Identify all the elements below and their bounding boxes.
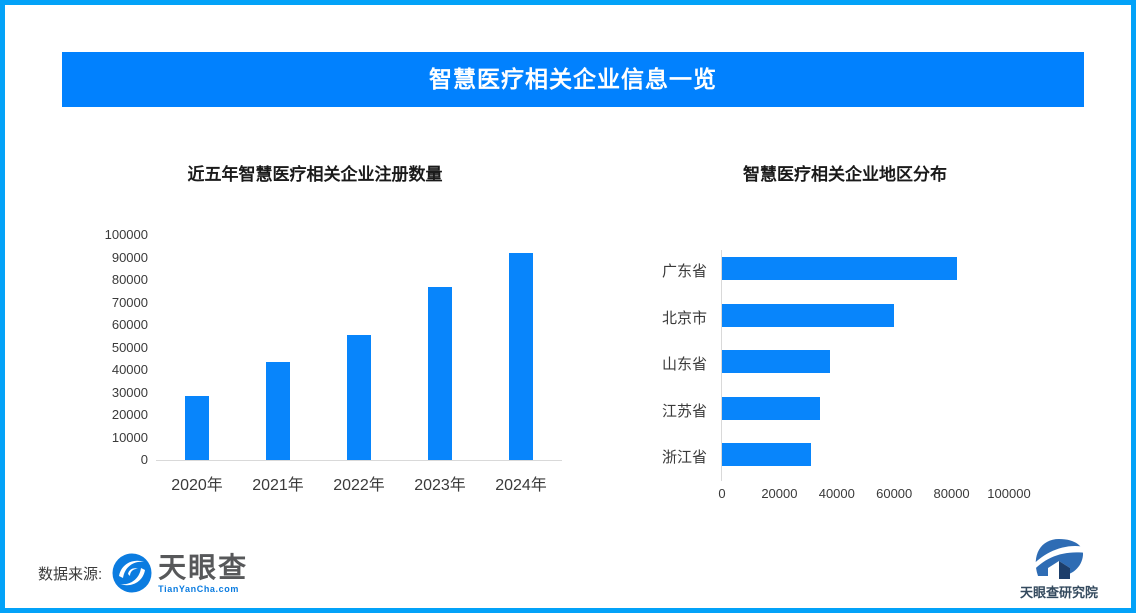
x-tick-label: 0	[718, 486, 726, 501]
y-tick-label: 70000	[111, 294, 148, 310]
bar	[509, 253, 533, 460]
x-tick-label: 40000	[818, 486, 855, 501]
bar	[266, 362, 290, 460]
y-tick-label: 30000	[111, 384, 148, 400]
y-axis-line	[721, 250, 722, 481]
tianyancha-eye-icon	[112, 553, 152, 593]
x-category-label: 2020年	[171, 477, 223, 494]
y-tick-label: 90000	[111, 249, 148, 265]
source-label: 数据来源:	[38, 565, 103, 583]
tianyancha-domain: TianYanCha.com	[158, 583, 239, 594]
y-tick-label: 10000	[111, 429, 148, 445]
tianyancha-wordmark-block: 天眼查 TianYanCha.com	[158, 551, 249, 594]
x-category-label: 2024年	[495, 477, 547, 494]
bar	[347, 335, 371, 460]
bar	[722, 257, 957, 280]
page-title: 智慧医疗相关企业信息一览	[429, 66, 717, 92]
x-axis-line	[156, 460, 562, 461]
right-chart-title: 智慧医疗相关企业地区分布	[743, 165, 947, 184]
x-category-label: 2022年	[333, 477, 385, 494]
bar	[722, 397, 820, 420]
bar	[428, 287, 452, 460]
bar	[722, 304, 894, 327]
y-tick-label: 60000	[111, 317, 148, 332]
institute-wordmark: 天眼查研究院	[1019, 585, 1098, 600]
bar	[185, 396, 209, 460]
tianyancha-institute-icon	[1031, 539, 1087, 579]
y-category-label: 北京市	[661, 309, 707, 327]
left-chart-title: 近五年智慧医疗相关企业注册数量	[187, 165, 443, 184]
y-tick-label: 100000	[104, 227, 148, 242]
y-tick-label: 80000	[111, 272, 148, 287]
y-category-label: 江苏省	[661, 402, 707, 420]
y-tick-label: 40000	[111, 362, 148, 377]
tianyancha-logo: 天眼查 TianYanCha.com	[112, 551, 249, 594]
x-tick-label: 60000	[876, 486, 913, 501]
x-tick-label: 20000	[761, 486, 798, 501]
y-tick-label: 50000	[111, 339, 148, 355]
x-category-label: 2023年	[414, 477, 466, 494]
y-category-label: 山东省	[661, 355, 707, 373]
x-tick-label: 80000	[933, 486, 970, 501]
x-tick-label: 100000	[987, 486, 1031, 501]
bar	[722, 350, 830, 373]
y-tick-label: 0	[140, 452, 148, 467]
banner: 智慧医疗相关企业信息一览	[62, 52, 1084, 107]
institute-logo: 天眼查研究院	[1005, 535, 1113, 601]
data-source: 数据来源: 天眼查 TianYanCha.com	[38, 549, 248, 597]
bar	[722, 443, 811, 466]
y-category-label: 浙江省	[661, 448, 707, 466]
x-category-label: 2021年	[252, 477, 304, 494]
y-category-label: 广东省	[661, 262, 707, 280]
y-tick-label: 20000	[111, 407, 148, 422]
tianyancha-wordmark: 天眼查	[158, 551, 249, 583]
